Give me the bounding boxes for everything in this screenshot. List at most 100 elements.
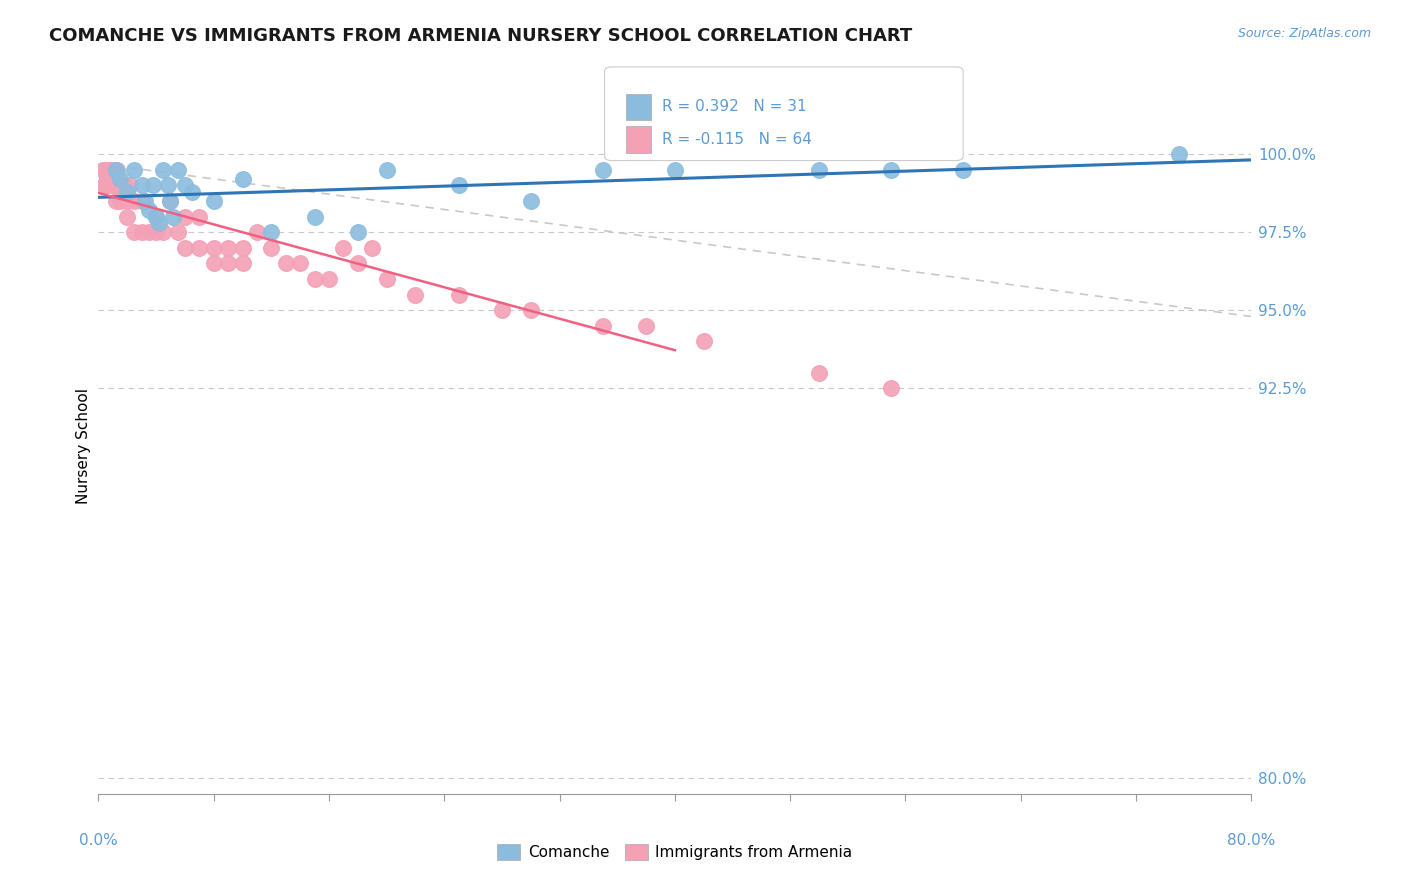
Point: [96, 162, 118, 177]
Point: [101, 178, 124, 193]
Point: [260, 225, 283, 239]
Point: [361, 241, 384, 255]
Point: [1168, 147, 1191, 161]
Point: [94, 178, 117, 193]
Point: [491, 303, 513, 318]
Point: [103, 162, 125, 177]
Point: [162, 210, 184, 224]
Text: Source: ZipAtlas.com: Source: ZipAtlas.com: [1237, 27, 1371, 40]
Point: [202, 194, 225, 208]
Point: [447, 287, 470, 301]
Point: [520, 194, 543, 208]
Point: [159, 194, 181, 208]
Point: [880, 381, 903, 395]
Point: [159, 194, 181, 208]
Point: [131, 225, 153, 239]
Point: [375, 162, 398, 177]
Point: [104, 178, 127, 193]
Point: [188, 210, 211, 224]
Point: [520, 303, 543, 318]
Point: [592, 162, 614, 177]
Point: [808, 366, 831, 380]
Text: R = 0.392   N = 31: R = 0.392 N = 31: [662, 99, 807, 114]
Point: [124, 194, 146, 208]
Text: COMANCHE VS IMMIGRANTS FROM ARMENIA NURSERY SCHOOL CORRELATION CHART: COMANCHE VS IMMIGRANTS FROM ARMENIA NURS…: [49, 27, 912, 45]
Point: [108, 178, 131, 193]
Point: [181, 185, 204, 199]
Point: [104, 194, 127, 208]
Point: [112, 178, 135, 193]
Point: [304, 210, 326, 224]
Point: [108, 194, 131, 208]
Point: [97, 162, 120, 177]
Text: 0.0%: 0.0%: [79, 833, 118, 847]
Point: [592, 318, 614, 333]
Point: [124, 162, 146, 177]
Point: [304, 272, 326, 286]
Point: [375, 272, 398, 286]
Point: [138, 203, 160, 218]
Y-axis label: Nursery School: Nursery School: [76, 388, 91, 504]
Point: [347, 225, 370, 239]
Point: [152, 162, 174, 177]
Point: [202, 256, 225, 270]
Point: [202, 241, 225, 255]
Point: [104, 162, 127, 177]
Point: [148, 216, 170, 230]
Point: [145, 210, 167, 224]
Text: 80.0%: 80.0%: [1227, 833, 1275, 847]
Point: [145, 210, 167, 224]
Point: [188, 241, 211, 255]
Point: [100, 162, 122, 177]
Point: [131, 194, 153, 208]
Point: [808, 162, 831, 177]
Point: [101, 162, 124, 177]
Point: [347, 256, 370, 270]
Point: [290, 256, 312, 270]
Point: [174, 178, 197, 193]
Point: [145, 225, 167, 239]
Point: [405, 287, 427, 301]
Point: [93, 178, 115, 193]
Point: [156, 178, 179, 193]
Point: [166, 162, 188, 177]
Point: [105, 162, 128, 177]
Point: [120, 178, 142, 193]
Point: [174, 210, 197, 224]
Point: [664, 162, 686, 177]
Point: [117, 194, 139, 208]
Point: [274, 256, 297, 270]
Point: [103, 172, 125, 186]
Legend: Comanche, Immigrants from Armenia: Comanche, Immigrants from Armenia: [491, 838, 859, 866]
Point: [108, 172, 131, 186]
Point: [231, 241, 254, 255]
Point: [260, 241, 283, 255]
Point: [166, 225, 188, 239]
Text: R = -0.115   N = 64: R = -0.115 N = 64: [662, 132, 813, 146]
Point: [100, 172, 122, 186]
Point: [134, 194, 156, 208]
Point: [96, 172, 118, 186]
Point: [131, 178, 153, 193]
Point: [91, 162, 114, 177]
Point: [98, 162, 121, 177]
Point: [117, 210, 139, 224]
Point: [97, 178, 120, 193]
Point: [332, 241, 354, 255]
Point: [447, 178, 470, 193]
Point: [94, 162, 117, 177]
Point: [152, 225, 174, 239]
Point: [318, 272, 340, 286]
Point: [217, 241, 239, 255]
Point: [231, 256, 254, 270]
Point: [880, 162, 903, 177]
Point: [142, 178, 165, 193]
Point: [246, 225, 269, 239]
Point: [117, 185, 139, 199]
Point: [952, 162, 974, 177]
Point: [636, 318, 658, 333]
Point: [217, 256, 239, 270]
Point: [693, 334, 716, 349]
Point: [174, 241, 197, 255]
Point: [124, 225, 146, 239]
